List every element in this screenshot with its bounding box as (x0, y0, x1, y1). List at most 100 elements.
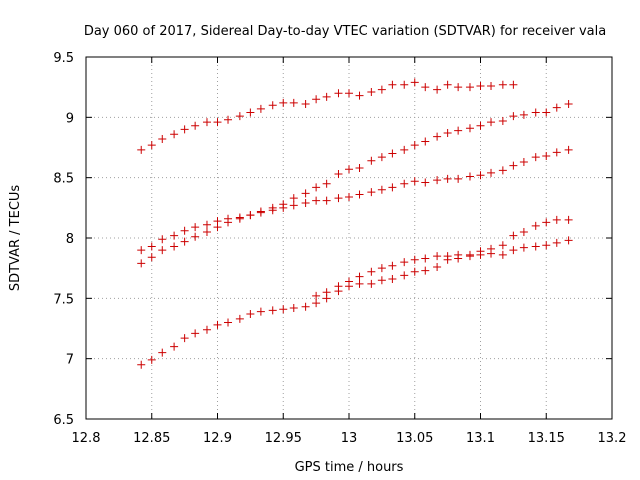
data-point (256, 307, 265, 316)
data-point (312, 183, 321, 192)
data-point (388, 149, 397, 158)
data-point (564, 236, 573, 245)
data-point (465, 83, 474, 92)
data-point (388, 261, 397, 270)
data-point (400, 179, 409, 188)
data-point (487, 81, 496, 90)
data-point (552, 215, 561, 224)
data-point (202, 220, 211, 229)
data-point (519, 157, 528, 166)
data-point (345, 192, 353, 201)
series-4 (137, 236, 573, 369)
data-point (147, 355, 156, 364)
data-point (410, 141, 419, 150)
data-point (531, 153, 540, 162)
data-point (246, 108, 255, 117)
data-point (487, 168, 496, 177)
data-point (301, 199, 310, 208)
data-point (465, 124, 474, 133)
data-point (509, 112, 518, 121)
data-point (367, 87, 376, 96)
data-point (465, 172, 474, 181)
series-2 (137, 100, 573, 255)
data-point (410, 267, 419, 276)
data-point (498, 116, 507, 125)
data-point (377, 264, 386, 273)
grid-layer (86, 57, 612, 419)
series-5 (312, 215, 573, 300)
data-points-layer (137, 78, 573, 369)
data-point (289, 303, 298, 312)
data-point (421, 178, 430, 187)
x-axis-label: GPS time / hours (295, 460, 404, 475)
data-point (454, 174, 463, 183)
data-point (552, 103, 561, 112)
data-point (279, 203, 288, 212)
data-point (268, 206, 277, 215)
data-point (509, 246, 518, 255)
data-point (355, 272, 364, 281)
data-point (191, 121, 200, 130)
data-point (191, 223, 200, 232)
plot-frame (85, 56, 613, 420)
data-point (421, 254, 430, 263)
data-point (542, 218, 551, 227)
data-point (289, 98, 298, 107)
data-point (443, 80, 452, 89)
data-point (256, 104, 265, 113)
x-tick-label: 13.05 (396, 431, 433, 446)
data-point (301, 189, 310, 198)
data-point (191, 232, 200, 241)
tick-layer: 12.8 12.85 12.9 12.95 13 13.05 13.1 13.15 13.2 6.… (53, 51, 626, 446)
data-point (268, 306, 277, 315)
data-point (289, 201, 298, 210)
data-point (137, 360, 146, 369)
data-point (410, 255, 419, 264)
data-point (476, 121, 485, 130)
data-point (158, 246, 167, 255)
data-point (433, 176, 442, 185)
data-point (256, 208, 265, 217)
data-point (202, 227, 211, 236)
data-point (334, 282, 343, 291)
x-tick-label: 12.8 (72, 431, 101, 446)
x-tick-label: 13.15 (528, 431, 565, 446)
data-point (312, 291, 321, 300)
data-point (312, 299, 321, 308)
data-point (443, 252, 452, 261)
chart-title: Day 060 of 2017, Sidereal Day-to-day VTE… (84, 24, 606, 39)
data-point (476, 171, 485, 180)
y-tick-label: 7 (66, 353, 74, 368)
x-tick-label: 12.85 (133, 431, 170, 446)
data-point (279, 98, 288, 107)
data-point (322, 179, 331, 188)
data-point (355, 190, 364, 199)
data-point (158, 348, 167, 357)
data-point (564, 100, 573, 109)
data-point (400, 258, 409, 267)
data-point (301, 100, 310, 109)
data-point (552, 238, 561, 247)
data-point (137, 145, 146, 154)
data-point (367, 279, 376, 288)
data-point (170, 231, 179, 240)
data-point (147, 253, 156, 262)
data-point (158, 135, 167, 144)
data-point (235, 112, 244, 121)
data-point (410, 78, 419, 87)
data-point (421, 266, 430, 275)
data-point (498, 166, 507, 175)
data-point (345, 89, 353, 98)
data-point (498, 80, 507, 89)
data-point (345, 277, 353, 286)
data-point (345, 165, 353, 174)
data-point (487, 118, 496, 127)
data-point (454, 83, 463, 92)
data-point (377, 185, 386, 194)
data-point (202, 325, 211, 334)
data-point (564, 215, 573, 224)
y-tick-label: 8.5 (53, 172, 74, 187)
data-point (421, 137, 430, 146)
data-point (213, 223, 222, 232)
